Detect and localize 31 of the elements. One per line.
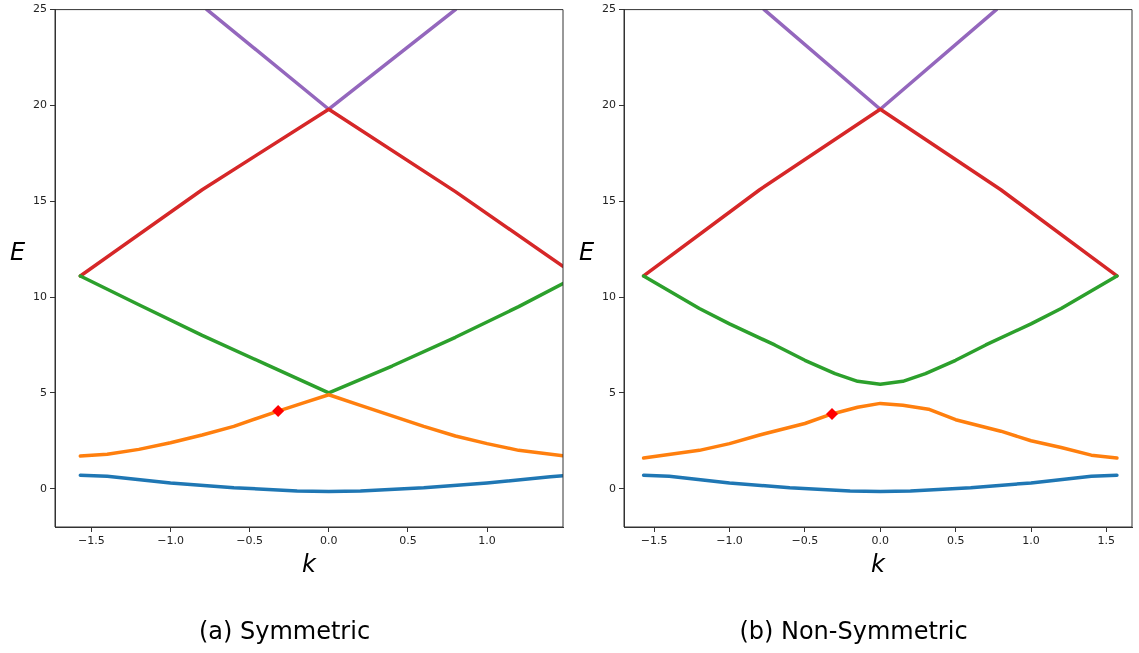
x-tick-label: −1.5 xyxy=(640,534,668,548)
y-tick-label: 20 xyxy=(33,98,47,112)
y-tick-label: 25 xyxy=(602,2,616,16)
x-tick-label: 0.5 xyxy=(946,534,965,548)
y-tick-label: 0 xyxy=(40,481,47,495)
x-tick-label: 1.0 xyxy=(1022,534,1040,548)
text: (b) Non-Symmetric xyxy=(738,617,969,645)
x-tick-label: 1.0 xyxy=(478,534,496,548)
y-tick-label: 5 xyxy=(609,385,616,399)
y-tick-label: 10 xyxy=(602,289,616,303)
y-tick-label: 15 xyxy=(33,194,47,208)
y-tick-label: 20 xyxy=(602,98,616,112)
y-tick-label: 0 xyxy=(609,481,616,495)
x-tick-label: 0.0 xyxy=(871,534,890,548)
x-axis-title: k xyxy=(302,549,318,578)
x-tick-label: −0.5 xyxy=(236,534,264,548)
x-axis-title: k xyxy=(871,549,887,578)
y-tick-label: 10 xyxy=(33,289,47,303)
x-tick-label: −0.5 xyxy=(791,534,819,548)
x-tick-label: −1.0 xyxy=(157,534,184,548)
y-tick-label: 5 xyxy=(40,385,47,399)
y-tick-label: 15 xyxy=(602,194,616,208)
x-tick-label: 1.5 xyxy=(1097,534,1116,548)
x-tick-label: 0.5 xyxy=(399,534,417,548)
x-tick-label: −1.5 xyxy=(78,534,105,548)
y-axis-title: E xyxy=(10,238,26,266)
x-tick-label: 0.0 xyxy=(320,534,338,548)
x-tick-label: −1.0 xyxy=(716,534,743,548)
y-tick-label: 25 xyxy=(33,2,47,16)
text: (a) Symmetric xyxy=(197,617,372,645)
y-axis-title: E xyxy=(579,238,595,266)
